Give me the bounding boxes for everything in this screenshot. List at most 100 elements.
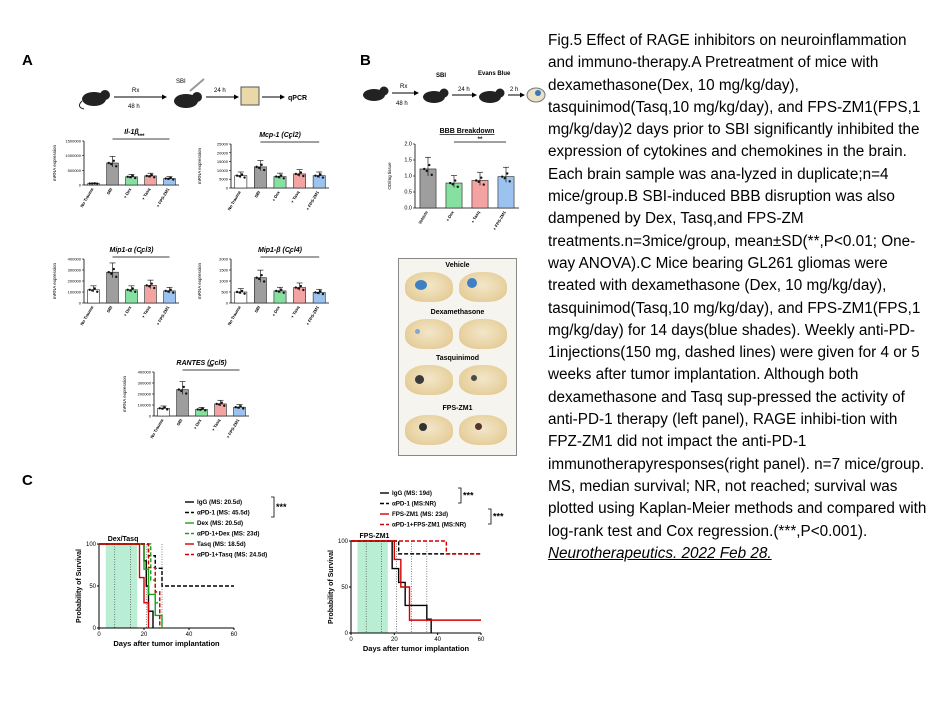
data-point [96,290,99,293]
data-point [302,174,305,178]
y-tick-label: 5000 [219,177,229,182]
data-point [477,180,480,184]
chart-mip1a: Mip1-α (Ccl3) 0 100000 200000 300000 400000 mR… [52,247,179,326]
data-point [88,182,91,185]
brain-label-dexamethasone: Dexamethasone [430,309,485,316]
data-point [158,407,161,410]
survival-curve [351,540,481,555]
y-tick-label: 100 [338,539,349,545]
panel-b-letter: B [360,52,371,69]
data-point [220,401,223,404]
brain-label-fpszm1: FPS-ZM1 [442,405,473,412]
data-point [167,290,170,293]
data-point [150,173,153,177]
x-tick-label: 60 [231,632,238,638]
y-tick-label: 400000 [68,257,82,262]
data-point [145,174,148,178]
significance-label: *** [493,512,504,522]
brain-image [405,319,453,349]
data-point [257,277,261,281]
mouse-icon [363,86,389,101]
x-tick-label: SBI [106,187,114,196]
data-point [169,288,172,291]
data-point [235,174,239,177]
data-point [237,406,240,409]
b-time2: 24 h [458,87,470,93]
legend-entry: αPD-1+Tasq (MS: 24.5d) [197,552,267,559]
data-point [131,174,134,178]
y-tick-label: 0.0 [404,206,412,212]
data-point [430,173,433,177]
data-point [482,183,485,186]
data-point [425,169,428,173]
y-axis-label: mRNA expression [122,375,127,412]
x-tick-label: No Trauma [79,186,94,208]
x-tick-label: + Dex [271,304,281,317]
legend-entry: IgG (MS: 20.5d) [197,499,242,506]
legend-entry: Dex (MS: 20.5d) [197,520,243,527]
chart-title: Mip1-α (Ccl3) [109,247,154,254]
survival-curve [99,543,163,628]
chart-title: BBB Breakdown [440,128,495,135]
data-point [240,173,244,176]
data-point [91,289,94,292]
data-point [255,165,258,169]
data-point [110,162,113,166]
data-point [107,161,110,165]
data-point [260,163,263,166]
data-point [134,176,137,180]
shade-label: FPS-ZM1 [360,533,390,540]
x-tick-label: + Tasq [290,190,301,204]
legend-entry: αPD-1+FPS-ZM1 (MS:NR) [392,522,466,529]
survival-curve [99,543,234,587]
x-tick-label: + Dex [122,186,132,199]
data-point [166,408,169,411]
y-tick-label: 500 [221,290,228,295]
data-point [302,288,305,292]
survival-left: Dex/Tasq 0 50 100 0 20 40 60 Probability of Surv… [76,496,287,648]
data-point [93,182,96,185]
survival-curve [99,543,161,628]
data-point [235,290,239,294]
data-point [153,176,156,179]
data-point [316,291,320,295]
chart-mcp1: Mcp-1 (Ccl2) 0 5000 10000 15000 20000 25000 mRN… [197,132,329,211]
y-tick-label: 100000 [138,403,152,408]
data-point [115,165,118,168]
shade-label: Dex/Tasq [108,536,139,543]
data-point [321,292,325,296]
survival-right: FPS-ZM1 0 50 100 0 20 40 60 Probability of Survi… [328,487,504,653]
data-point [501,175,504,178]
x-tick-label: + FPS-ZM1 [305,304,320,326]
mouse-icon [423,88,449,103]
b-rx-time: 48 h [396,101,408,107]
chart-bbb: BBB Breakdown 0.0 0.5 1.0 1.5 2.0 OD/mg tissue… [387,128,519,231]
chart-title: Il-1β [124,129,139,136]
chart-title: Mcp-1 (Ccl2) [259,132,301,139]
data-point [218,403,221,406]
x-tick-label: 0 [97,632,101,638]
y-axis-label: mRNA expression [52,262,57,299]
y-tick-label: 0 [93,626,97,632]
x-tick-label: No Trauma [79,304,94,326]
x-tick-label: + Dex [122,304,132,317]
data-point [280,288,283,291]
a-qpcr-label: qPCR [288,95,307,102]
data-point [449,181,452,185]
x-tick-label: + Dex [192,417,202,430]
data-point [503,177,506,180]
chart-mip1b: Mip1-β (Ccl4) 0 500 1000 1500 2000 mRNA expres… [197,247,329,326]
significance-label: *** [276,502,287,512]
x-tick-label: No Trauma [227,189,242,211]
y-axis-label: mRNA expression [197,262,202,299]
b-sbi-label: SBI [436,73,446,79]
y-tick-label: 20000 [217,150,229,155]
data-point [112,159,115,162]
data-point [93,287,96,290]
panel-a-letter: A [22,52,33,69]
legend-entry: Tasq (MS: 18.5d) [197,541,246,548]
x-tick-label: + FPS-ZM1 [155,304,170,326]
brain-label-vehicle: Vehicle [445,262,470,269]
data-point [91,182,94,185]
y-axis-label: mRNA expression [52,144,57,181]
